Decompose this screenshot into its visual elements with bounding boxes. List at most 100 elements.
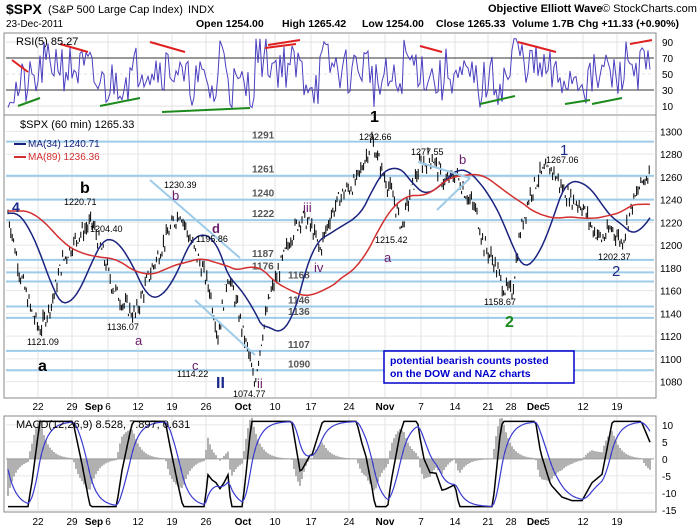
macd-hist-bar bbox=[617, 444, 619, 459]
macd-hist-bar bbox=[371, 458, 373, 487]
macd-hist-bar bbox=[241, 458, 243, 464]
macd-hist-bar bbox=[621, 450, 623, 459]
macd-hist-bar bbox=[277, 457, 279, 459]
ma89-line bbox=[8, 173, 651, 297]
macd-hist-bar bbox=[103, 458, 105, 465]
macd-hist-bar bbox=[373, 458, 375, 491]
macd-hist-bar bbox=[229, 458, 231, 470]
macd-hist-bar bbox=[413, 451, 415, 459]
pivot-label: 1168 bbox=[288, 271, 310, 282]
macd-hist-bar bbox=[291, 458, 293, 460]
macd-hist-bar bbox=[511, 446, 513, 459]
macd-hist-bar bbox=[71, 458, 73, 459]
macd-hist-bar bbox=[569, 458, 571, 465]
macd-hist-bar bbox=[119, 443, 121, 459]
x-tick-price: 12 bbox=[132, 402, 144, 413]
macd-hist-bar bbox=[33, 435, 35, 459]
macd-hist-bar bbox=[113, 458, 115, 461]
macd-hist-bar bbox=[49, 447, 51, 459]
macd-hist-bar bbox=[167, 458, 169, 469]
macd-hist-bar bbox=[347, 458, 349, 459]
wave-label: a bbox=[384, 250, 392, 265]
macd-hist-bar bbox=[551, 458, 553, 479]
macd-hist-bar bbox=[537, 458, 539, 470]
x-tick-price: 26 bbox=[200, 402, 212, 413]
ma34-legend: MA(34) 1240.71 bbox=[28, 139, 100, 150]
pivot-label: 1291 bbox=[252, 131, 275, 142]
macd-hist-bar bbox=[615, 440, 617, 459]
macd-hist-bar bbox=[431, 458, 433, 474]
macd-hist-bar bbox=[9, 458, 11, 488]
price-label: 1136.07 bbox=[107, 322, 139, 332]
macd-hist-bar bbox=[223, 455, 225, 459]
macd-hist-bar bbox=[329, 452, 331, 459]
volume-value: Volume 1.7B bbox=[512, 18, 575, 30]
x-tick-price: 29 bbox=[66, 402, 78, 413]
macd-y-tick: 5 bbox=[662, 438, 668, 449]
macd-hist-bar bbox=[577, 458, 579, 462]
wave-label: iv bbox=[314, 260, 324, 275]
macd-hist-bar bbox=[53, 452, 55, 459]
macd-hist-bar bbox=[203, 458, 205, 462]
macd-hist-bar bbox=[553, 458, 555, 476]
macd-hist-bar bbox=[555, 458, 557, 474]
macd-hist-bar bbox=[63, 456, 65, 459]
macd-hist-bar bbox=[469, 458, 471, 463]
price-label: 1158.67 bbox=[484, 297, 516, 307]
macd-hist-bar bbox=[215, 455, 217, 459]
macd-hist-bar bbox=[643, 458, 645, 464]
x-tick-price: Sep bbox=[85, 402, 103, 413]
trend-line bbox=[149, 179, 241, 259]
macd-hist-bar bbox=[91, 458, 93, 485]
price-label: 1277.55 bbox=[411, 147, 444, 157]
x-tick-macd: Nov bbox=[376, 517, 395, 528]
x-tick-macd: 26 bbox=[200, 517, 212, 528]
macd-hist-bar bbox=[567, 458, 569, 466]
x-tick-price: 12 bbox=[577, 402, 589, 413]
macd-hist-bar bbox=[177, 458, 179, 487]
macd-y-tick: 10 bbox=[662, 421, 674, 432]
x-tick-macd: 19 bbox=[166, 517, 178, 528]
macd-hist-bar bbox=[185, 458, 187, 479]
pivot-label: 1187 bbox=[252, 249, 274, 260]
macd-hist-bar bbox=[501, 418, 503, 459]
x-tick-macd: 24 bbox=[343, 517, 355, 528]
wave-label: c bbox=[192, 358, 199, 373]
rsi-y-tick: 10 bbox=[662, 102, 674, 113]
macd-hist-bar bbox=[605, 440, 607, 459]
price-y-tick: 1100 bbox=[660, 355, 682, 366]
macd-hist-bar bbox=[359, 458, 361, 469]
macd-hist-bar bbox=[173, 458, 175, 483]
rsi-y-tick: 30 bbox=[662, 86, 674, 97]
macd-hist-bar bbox=[647, 458, 649, 469]
index-name: (S&P 500 Large Cap Index) bbox=[48, 4, 183, 16]
macd-hist-bar bbox=[19, 458, 21, 468]
macd-hist-bar bbox=[297, 458, 299, 482]
macd-hist-bar bbox=[47, 444, 49, 459]
macd-hist-bar bbox=[247, 428, 249, 459]
pivot-label: 1146 bbox=[288, 296, 310, 307]
macd-hist-bar bbox=[589, 451, 591, 459]
macd-hist-bar bbox=[165, 458, 167, 462]
rsi-red-line bbox=[267, 39, 301, 46]
macd-hist-bar bbox=[273, 456, 275, 459]
macd-hist-bar bbox=[51, 450, 53, 459]
macd-hist-bar bbox=[341, 457, 343, 459]
macd-hist-bar bbox=[171, 458, 173, 479]
macd-hist-bar bbox=[419, 458, 421, 468]
macd-hist-bar bbox=[369, 458, 371, 484]
macd-hist-bar bbox=[437, 458, 439, 471]
macd-label: MACD(12,26,9) 8.528, 7.897, 0.631 bbox=[16, 419, 190, 431]
macd-hist-bar bbox=[161, 458, 163, 459]
macd-hist-bar bbox=[213, 452, 215, 459]
macd-hist-bar bbox=[209, 444, 211, 459]
macd-hist-bar bbox=[425, 458, 427, 478]
wave-label: b bbox=[459, 152, 466, 167]
macd-y-tick: -15 bbox=[662, 506, 677, 517]
macd-y-tick: -5 bbox=[662, 472, 671, 483]
macd-hist-bar bbox=[531, 457, 533, 459]
macd-hist-bar bbox=[533, 458, 535, 459]
macd-hist-bar bbox=[583, 457, 585, 459]
macd-hist-bar bbox=[471, 458, 473, 462]
macd-hist-bar bbox=[483, 458, 485, 460]
